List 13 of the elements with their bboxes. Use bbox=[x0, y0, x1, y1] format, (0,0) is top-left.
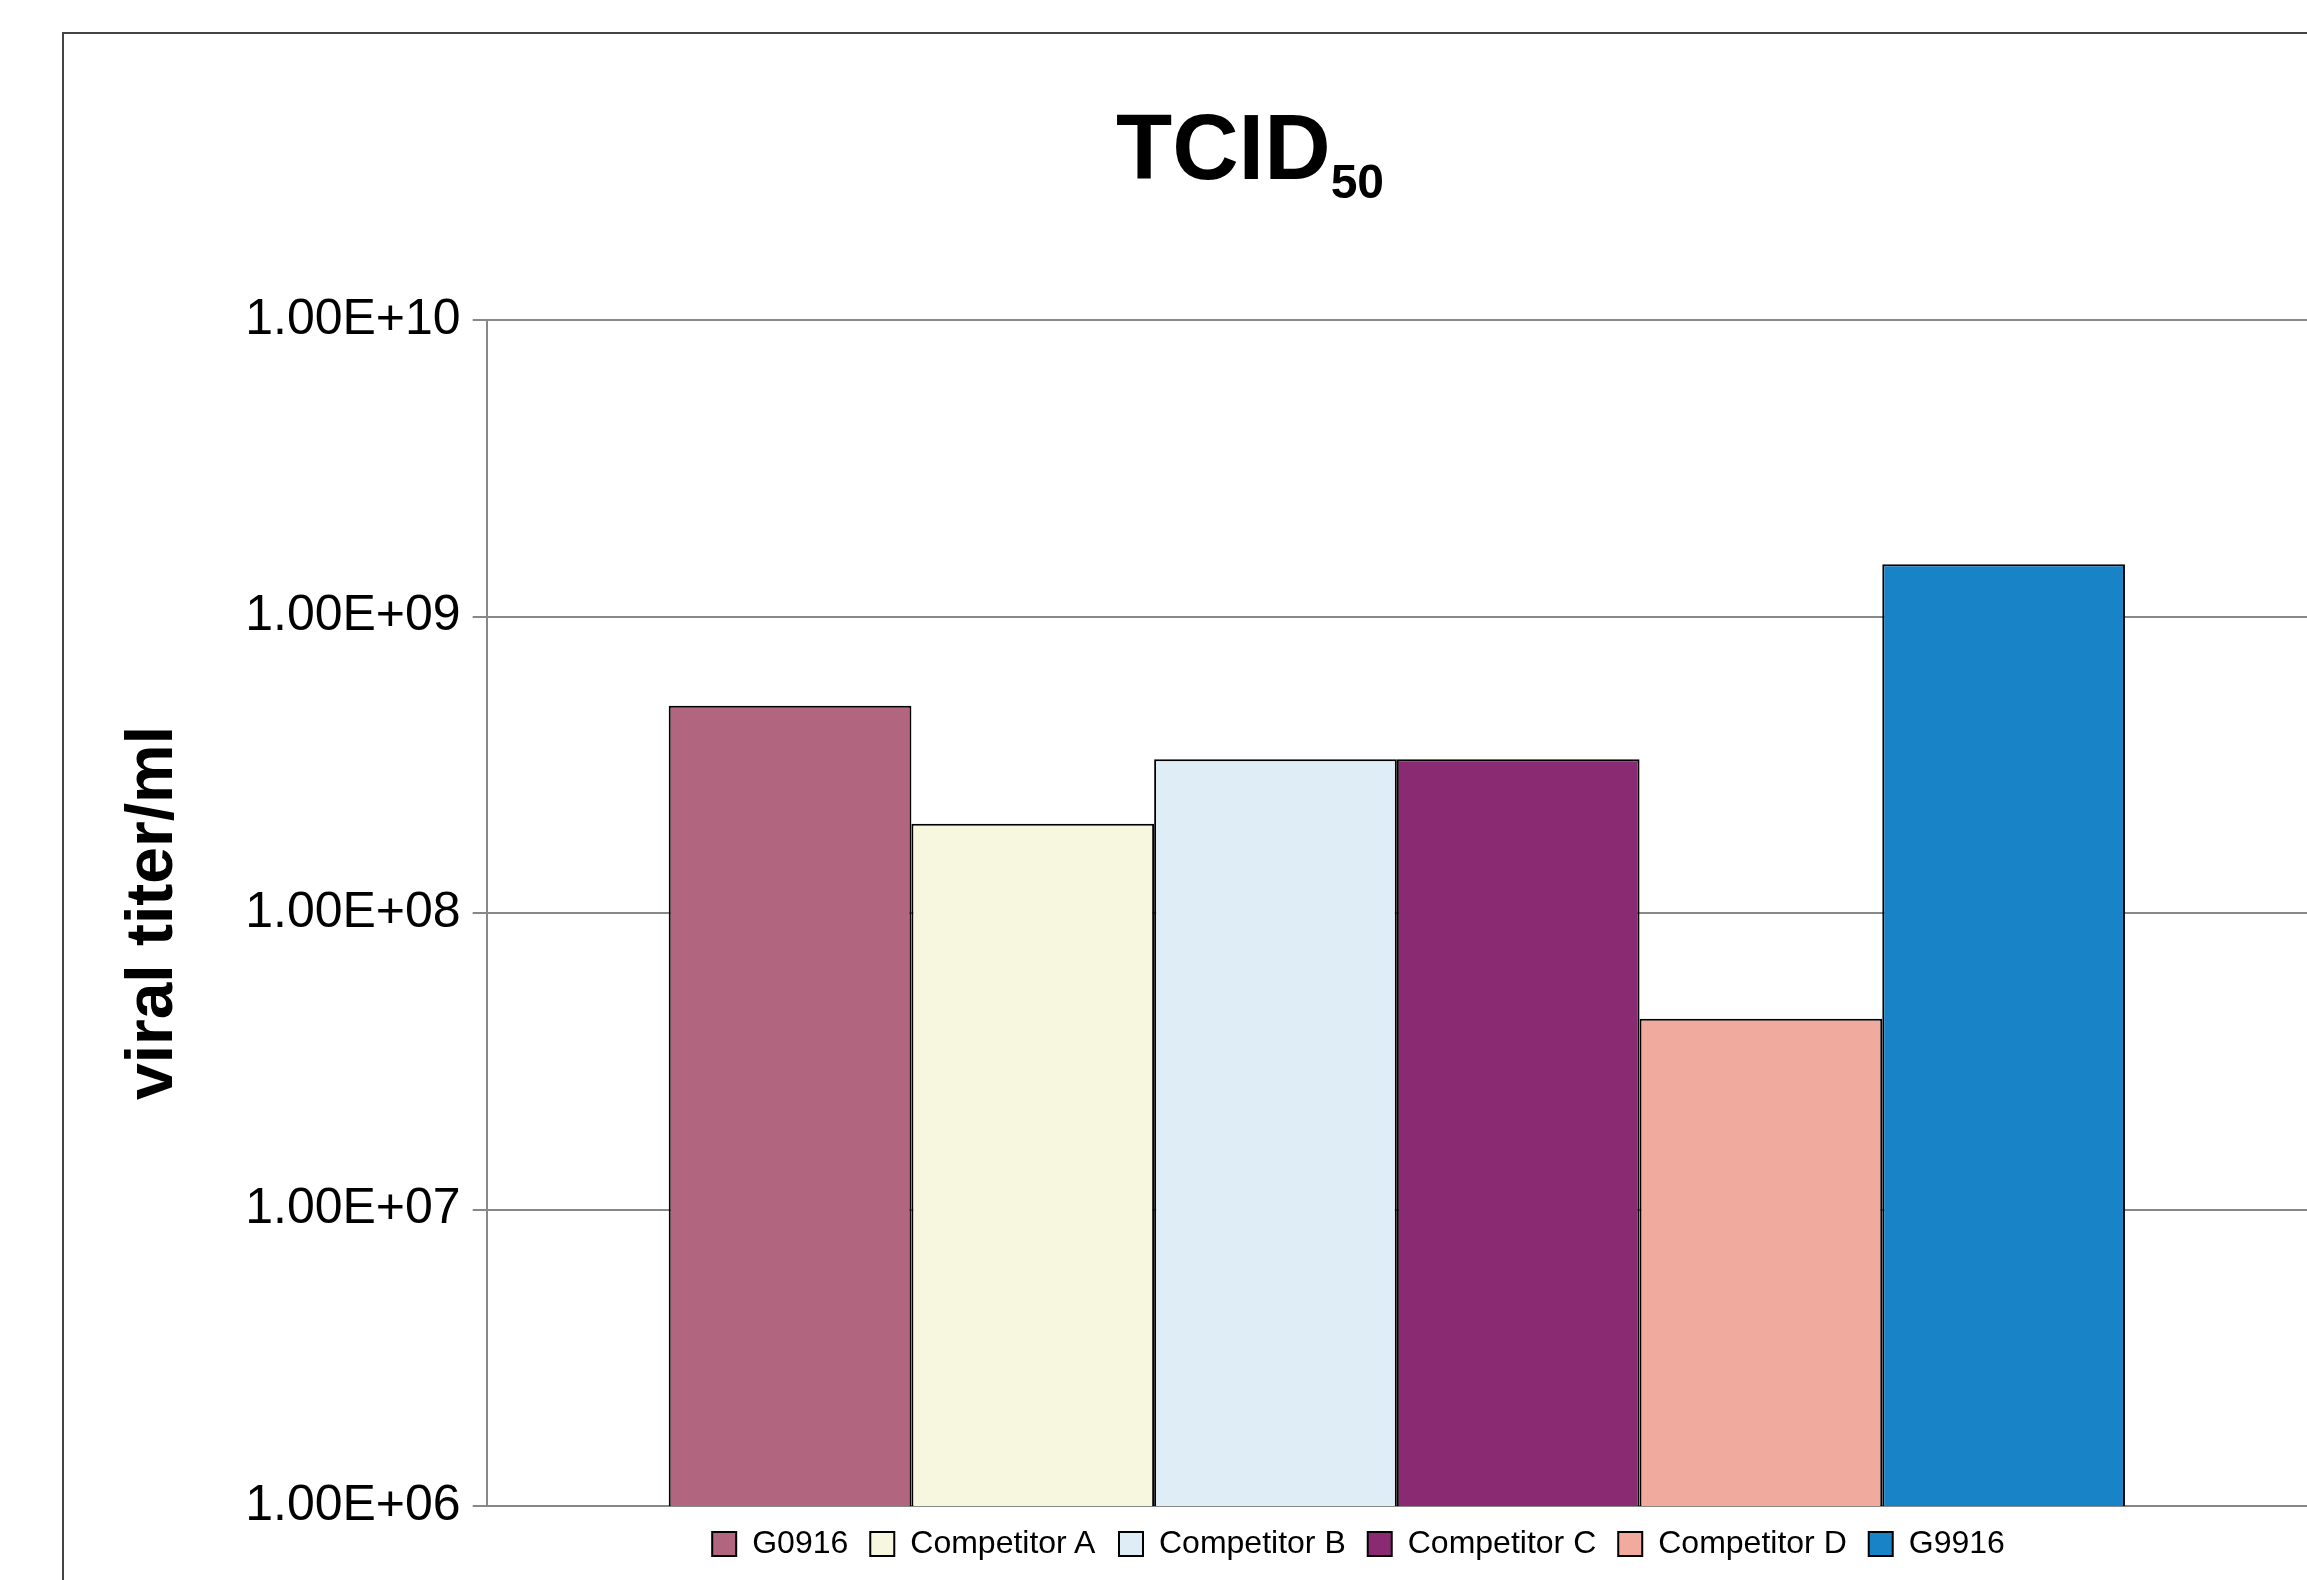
legend-label: G9916 bbox=[1908, 1523, 2005, 1560]
legend-label: Competitor D bbox=[1658, 1523, 1847, 1560]
y-tick-label: 1.00E+09 bbox=[245, 585, 461, 642]
y-tick-label: 1.00E+06 bbox=[245, 1474, 461, 1531]
y-tick-label: 1.00E+08 bbox=[245, 881, 461, 938]
chart-title: TCID$_{50}$ bbox=[1115, 95, 1385, 210]
y-tick-label: 1.00E+07 bbox=[245, 1178, 461, 1235]
legend-label: Competitor A bbox=[910, 1523, 1096, 1560]
y-axis-title: viral titer/ml bbox=[111, 725, 186, 1101]
legend-label: Competitor B bbox=[1159, 1523, 1346, 1560]
y-tick-label: 1.00E+10 bbox=[245, 288, 461, 345]
legend-label: G0916 bbox=[752, 1523, 849, 1560]
legend-label: Competitor C bbox=[1407, 1523, 1597, 1560]
